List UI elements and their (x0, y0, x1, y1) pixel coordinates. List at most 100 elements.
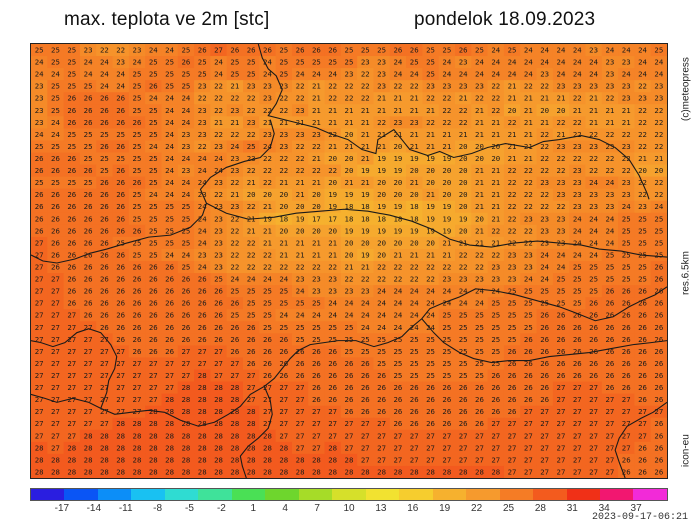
temperature-value: 27 (638, 431, 647, 440)
color-scale-tick: 10 (343, 503, 355, 514)
temperature-value: 23 (589, 46, 598, 55)
temperature-value: 25 (426, 347, 435, 356)
temperature-value: 19 (426, 214, 435, 223)
temperature-cell (31, 176, 48, 190)
temperature-value: 25 (622, 214, 631, 223)
temperature-value: 23 (35, 94, 44, 103)
temperature-value: 27 (312, 419, 321, 428)
temperature-value: 24 (181, 250, 190, 259)
temperature-value: 25 (508, 335, 517, 344)
temperature-value: 25 (638, 275, 647, 284)
temperature-value: 27 (133, 383, 142, 392)
temperature-cell (226, 164, 244, 178)
temperature-cell (31, 92, 48, 105)
temperature-cell (194, 140, 211, 154)
temperature-value: 25 (491, 347, 500, 356)
temperature-value: 25 (133, 82, 142, 91)
temperature-value: 26 (51, 263, 60, 272)
temperature-cell (389, 176, 407, 190)
temperature-value: 23 (605, 190, 614, 199)
temperature-value: 17 (328, 214, 337, 223)
temperature-value: 22 (214, 130, 223, 139)
temperature-cell (569, 44, 587, 57)
temperature-cell (145, 44, 163, 57)
temperature-value: 23 (557, 142, 566, 151)
temperature-value: 28 (100, 431, 109, 440)
temperature-cell (585, 164, 603, 178)
temperature-value: 25 (133, 214, 142, 223)
temperature-value: 27 (51, 335, 60, 344)
temperature-value: 25 (622, 226, 631, 235)
temperature-value: 21 (426, 190, 435, 199)
temperature-value: 22 (312, 166, 321, 175)
temperature-cell (128, 164, 146, 178)
temperature-value: 26 (638, 287, 647, 296)
temperature-value: 27 (181, 371, 190, 380)
temperature-cell (79, 104, 97, 117)
temperature-cell (194, 80, 211, 93)
temperature-cell (422, 188, 440, 202)
temperature-cell (47, 92, 65, 105)
color-scale-swatch (231, 489, 266, 500)
temperature-value: 23 (573, 82, 582, 91)
temperature-cell (210, 188, 228, 202)
temperature-value: 25 (181, 238, 190, 247)
temperature-cell (96, 188, 114, 202)
temperature-cell (650, 44, 667, 57)
temperature-value: 27 (67, 419, 76, 428)
temperature-cell (308, 152, 326, 166)
temperature-value: 22 (279, 154, 288, 163)
temperature-cell (259, 152, 277, 166)
temperature-value: 25 (442, 347, 451, 356)
temperature-value: 24 (165, 190, 174, 199)
temperature-value: 21 (475, 226, 484, 235)
temperature-cell (618, 92, 635, 105)
temperature-value: 24 (198, 166, 207, 175)
temperature-cell (487, 152, 505, 166)
temperature-value: 22 (557, 202, 566, 211)
temperature-value: 26 (279, 371, 288, 380)
temperature-cell (128, 80, 146, 93)
temperature-cell (210, 68, 228, 81)
temperature-value: 27 (377, 419, 386, 428)
temperature-cell (569, 164, 587, 178)
temperature-value: 20 (508, 106, 517, 115)
temperature-cell (31, 164, 48, 178)
temperature-value: 23 (328, 287, 337, 296)
temperature-cell (601, 92, 619, 105)
temperature-cell (585, 116, 603, 129)
temperature-value: 26 (475, 395, 484, 404)
temperature-cell (63, 56, 81, 69)
temperature-value: 22 (247, 106, 256, 115)
temperature-value: 28 (491, 467, 500, 476)
temperature-value: 21 (296, 238, 305, 247)
temperature-cell (455, 212, 472, 226)
temperature-value: 26 (116, 190, 125, 199)
temperature-cell (177, 176, 195, 190)
temperature-value: 20 (328, 178, 337, 187)
temperature-value: 25 (67, 82, 76, 91)
temperature-value: 25 (133, 142, 142, 151)
temperature-value: 25 (459, 311, 468, 320)
temperature-value: 24 (149, 190, 158, 199)
temperature-value: 27 (116, 347, 125, 356)
temperature-value: 22 (198, 94, 207, 103)
temperature-value: 24 (605, 214, 614, 223)
temperature-cell (455, 152, 472, 166)
temperature-value: 21 (230, 190, 239, 199)
temperature-value: 24 (605, 226, 614, 235)
temperature-value: 22 (557, 154, 566, 163)
temperature-value: 24 (589, 70, 598, 79)
temperature-value: 28 (328, 455, 337, 464)
temperature-value: 27 (508, 467, 517, 476)
temperature-value: 27 (51, 395, 60, 404)
temperature-cell (275, 44, 293, 57)
temperature-value: 28 (230, 443, 239, 452)
temperature-value: 26 (654, 359, 663, 368)
temperature-cell (406, 164, 423, 178)
temperature-value: 20 (345, 154, 354, 163)
temperature-value: 27 (557, 407, 566, 416)
temperature-value: 21 (442, 250, 451, 259)
temperature-value: 25 (377, 347, 386, 356)
temperature-cell (226, 92, 244, 105)
